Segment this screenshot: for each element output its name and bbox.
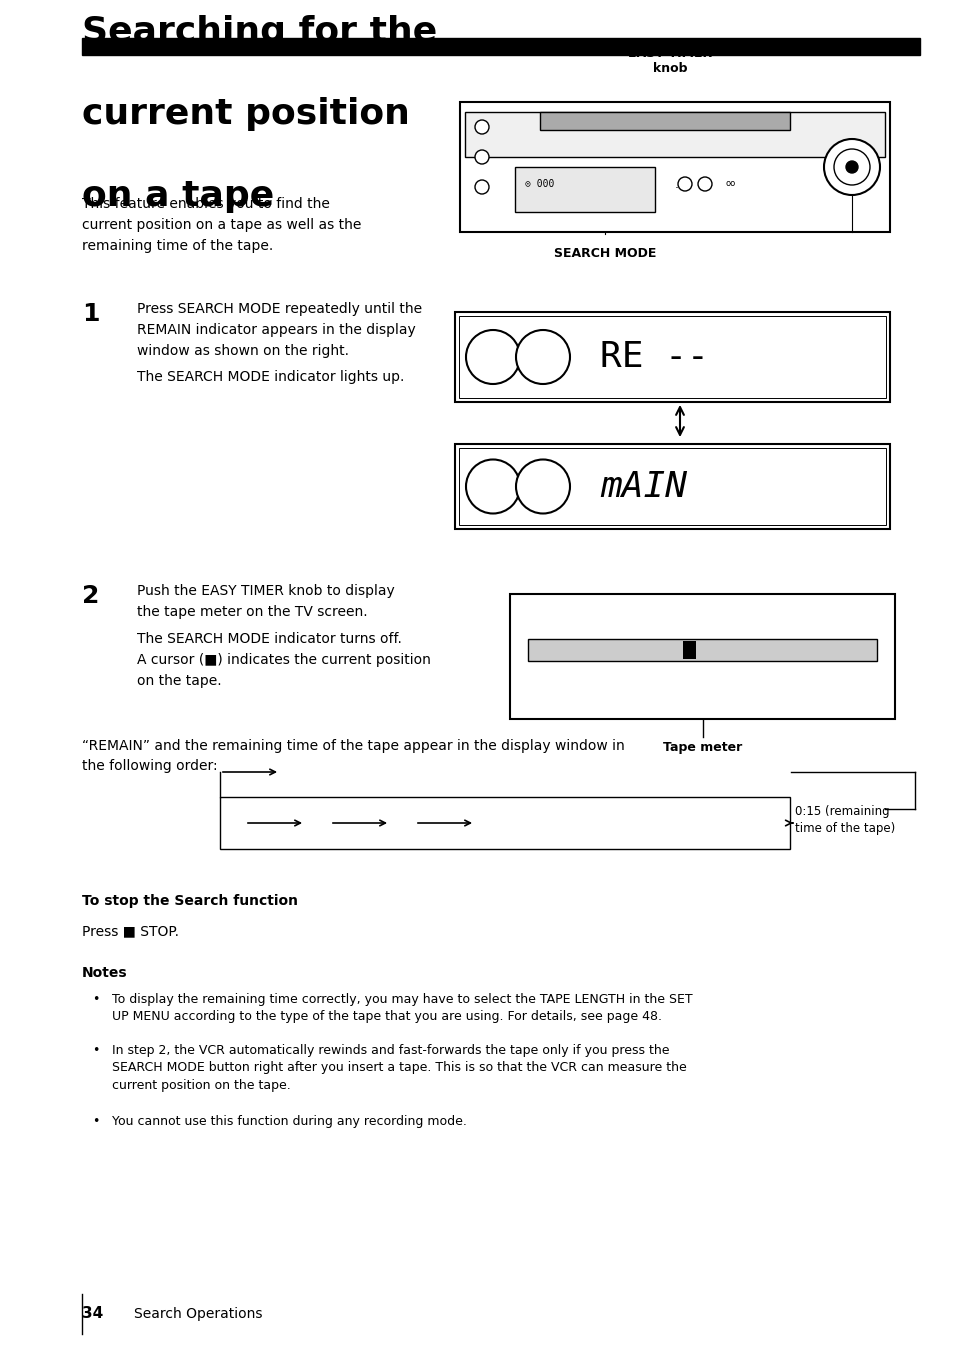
Bar <box>527 639 876 661</box>
Text: Tape meter: Tape meter <box>662 741 741 754</box>
Circle shape <box>475 120 489 134</box>
Bar <box>464 112 884 157</box>
Text: “REMAIN” and the remaining time of the tape appear in the display window in
the : “REMAIN” and the remaining time of the t… <box>82 740 624 773</box>
Text: The SEARCH MODE indicator lights up.: The SEARCH MODE indicator lights up. <box>137 370 404 384</box>
Bar <box>455 312 889 402</box>
Text: •: • <box>91 992 99 1006</box>
Text: oo: oo <box>724 180 735 188</box>
Circle shape <box>698 177 711 191</box>
Text: current position: current position <box>82 97 410 131</box>
Text: 34: 34 <box>82 1306 103 1321</box>
Bar <box>455 443 889 529</box>
Circle shape <box>833 149 869 185</box>
Bar <box>458 316 885 397</box>
Text: Press ■ STOP.: Press ■ STOP. <box>82 923 179 938</box>
Text: Press SEARCH MODE repeatedly until the
REMAIN indicator appears in the display
w: Press SEARCH MODE repeatedly until the R… <box>137 301 421 358</box>
Text: SEARCH MODE: SEARCH MODE <box>554 247 656 260</box>
Text: To display the remaining time correctly, you may have to select the TAPE LENGTH : To display the remaining time correctly,… <box>112 992 692 1023</box>
Circle shape <box>475 150 489 164</box>
Text: on a tape: on a tape <box>82 178 274 214</box>
Text: Push the EASY TIMER knob to display
the tape meter on the TV screen.: Push the EASY TIMER knob to display the … <box>137 584 395 619</box>
Bar <box>82 38 919 55</box>
Text: Notes: Notes <box>82 965 128 980</box>
Circle shape <box>516 460 569 514</box>
Circle shape <box>823 139 879 195</box>
Text: 1: 1 <box>82 301 99 326</box>
Text: ⊙ 000: ⊙ 000 <box>524 178 554 189</box>
Text: •: • <box>91 1114 99 1128</box>
Text: The SEARCH MODE indicator turns off.
A cursor (■) indicates the current position: The SEARCH MODE indicator turns off. A c… <box>137 631 431 688</box>
Circle shape <box>845 161 857 173</box>
Circle shape <box>475 180 489 193</box>
Text: EASY TIMER
knob: EASY TIMER knob <box>627 47 711 74</box>
Bar <box>510 594 894 719</box>
Text: RE --: RE -- <box>599 339 708 375</box>
Text: You cannot use this function during any recording mode.: You cannot use this function during any … <box>112 1114 466 1128</box>
Bar <box>459 101 889 233</box>
Text: 2: 2 <box>82 584 99 608</box>
Text: 0:15 (remaining
time of the tape): 0:15 (remaining time of the tape) <box>794 804 894 836</box>
Bar <box>220 796 789 849</box>
Circle shape <box>516 330 569 384</box>
Circle shape <box>678 177 691 191</box>
Bar <box>682 641 696 660</box>
Text: mAIN: mAIN <box>599 469 686 503</box>
Circle shape <box>465 460 519 514</box>
Text: This feature enables you to find the
current position on a tape as well as the
r: This feature enables you to find the cur… <box>82 197 361 253</box>
Text: To stop the Search function: To stop the Search function <box>82 894 297 909</box>
Text: •: • <box>91 1044 99 1057</box>
Bar <box>458 448 885 525</box>
Bar <box>515 168 655 212</box>
Text: .: . <box>675 177 679 191</box>
Bar <box>539 112 789 130</box>
Text: Search Operations: Search Operations <box>133 1307 262 1321</box>
Text: In step 2, the VCR automatically rewinds and fast-forwards the tape only if you : In step 2, the VCR automatically rewinds… <box>112 1044 686 1092</box>
Text: Searching for the: Searching for the <box>82 15 436 49</box>
Circle shape <box>465 330 519 384</box>
